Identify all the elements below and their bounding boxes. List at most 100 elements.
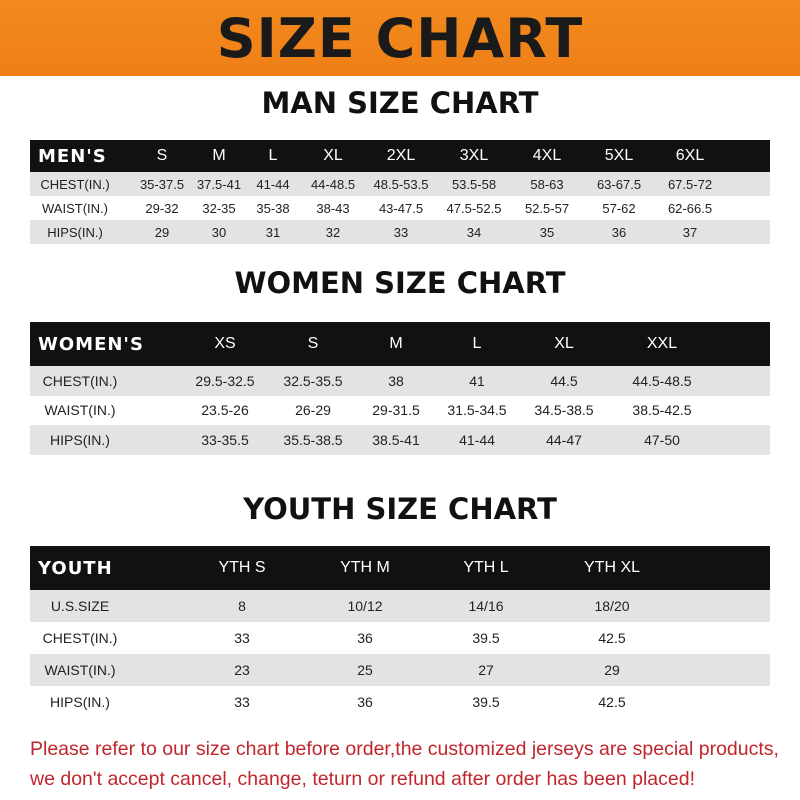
measurement-value: 44.5 (550, 372, 578, 389)
size-header: 4XL (532, 147, 562, 164)
size-header: 2XL (386, 147, 416, 164)
table-header: YOUTH YTH S YTH M YTH L YTH XL (30, 546, 770, 590)
measurement-value: 35 (539, 224, 555, 240)
size-header: YTH XL (583, 559, 641, 576)
table-row: WAIST(IN.) 23 25 27 29 (30, 654, 770, 686)
size-header: S (307, 335, 319, 352)
measurement-value: 67.5-72 (667, 176, 713, 192)
table-row: CHEST(IN.) 33 36 39.5 42.5 (30, 622, 770, 654)
measurement-label: HIPS(IN.) (50, 694, 110, 710)
measurement-value: 58-63 (530, 176, 564, 192)
measurement-value: 23 (234, 662, 250, 678)
measurement-value: 23.5-26 (201, 402, 249, 419)
measurement-value: 43-47.5 (378, 200, 424, 216)
measurement-value: 29.5-32.5 (195, 372, 255, 389)
size-header: L (268, 147, 278, 164)
measurement-value: 29-31.5 (372, 402, 420, 419)
measurement-value: 25 (357, 662, 373, 678)
measurement-value: 38.5-41 (372, 431, 420, 448)
measurement-value: 18/20 (594, 598, 630, 614)
size-header: YTH M (340, 559, 390, 576)
measurement-value: 39.5 (472, 694, 500, 710)
table-row: HIPS(IN.) 29 30 31 32 33 34 35 36 37 (30, 220, 770, 244)
table-row: WAIST(IN.) 29-32 32-35 35-38 38-43 43-47.5 47.… (30, 196, 770, 220)
measurement-value: 31 (265, 224, 281, 240)
measurement-value: 47.5-52.5 (446, 200, 502, 216)
measurement-value: 33 (393, 224, 409, 240)
table-category-label: YOUTH (38, 557, 113, 579)
disclaimer-line-1: Please refer to our size chart before or… (30, 738, 779, 760)
measurement-value: 37 (682, 224, 698, 240)
measurement-label: CHEST(IN.) (42, 630, 118, 646)
measurement-value: 34 (466, 224, 482, 240)
table-row: CHEST(IN.) 35-37.5 37.5-41 41-44 44-48.5 48.5… (30, 172, 770, 196)
size-header: XL (323, 147, 343, 164)
measurement-value: 38.5-42.5 (632, 402, 692, 419)
measurement-value: 44.5-48.5 (632, 372, 692, 389)
measurement-label: WAIST(IN.) (44, 402, 116, 419)
size-header: 3XL (459, 147, 489, 164)
measurement-value: 37.5-41 (196, 176, 242, 192)
table-row: HIPS(IN.) 33-35.5 35.5-38.5 38.5-41 41-44 44-… (30, 425, 770, 455)
measurement-value: 32 (325, 224, 341, 240)
size-header: M (389, 335, 403, 352)
measurement-label: WAIST(IN.) (42, 200, 108, 216)
table-row: U.S.SIZE 8 10/12 14/16 18/20 (30, 590, 770, 622)
measurement-value: 41 (469, 372, 485, 389)
size-header: S (156, 147, 168, 164)
table-category-label: MEN'S (38, 145, 107, 167)
table-row: WAIST(IN.) 23.5-26 26-29 29-31.5 31.5-34.5 34… (30, 395, 770, 425)
measurement-value: 29 (154, 224, 170, 240)
measurement-value: 29-32 (145, 200, 179, 216)
measurement-value: 41-44 (256, 176, 290, 192)
table-header: MEN'S S M L XL 2XL 3XL 4XL 5XL 6XL (30, 140, 770, 172)
measurement-label: CHEST(IN.) (42, 372, 118, 389)
measurement-value: 14/16 (468, 598, 504, 614)
measurement-value: 35.5-38.5 (283, 431, 343, 448)
measurement-value: 8 (238, 598, 246, 614)
measurement-value: 39.5 (472, 630, 500, 646)
measurement-value: 63-67.5 (596, 176, 642, 192)
measurement-value: 29 (604, 662, 620, 678)
measurement-label: HIPS(IN.) (47, 224, 103, 240)
table-header: WOMEN'S XS S M L XL XXL (30, 322, 770, 366)
size-header: XL (554, 335, 574, 352)
measurement-value: 33 (234, 694, 250, 710)
measurement-value: 32-35 (202, 200, 236, 216)
size-header: YTH L (463, 559, 509, 576)
measurement-value: 30 (211, 224, 227, 240)
size-header: 5XL (604, 147, 634, 164)
size-header: 6XL (675, 147, 705, 164)
measurement-label: U.S.SIZE (50, 598, 110, 614)
measurement-value: 53.5-58 (451, 176, 497, 192)
measurement-value: 38-43 (316, 200, 350, 216)
measurement-value: 44-48.5 (310, 176, 356, 192)
measurement-value: 36 (611, 224, 627, 240)
men-title: MAN SIZE CHART (261, 86, 539, 120)
size-header: YTH S (218, 559, 266, 576)
measurement-value: 42.5 (598, 630, 626, 646)
measurement-value: 33 (234, 630, 250, 646)
size-header: M (212, 147, 226, 164)
measurement-value: 36 (357, 694, 373, 710)
table-row: CHEST(IN.) 29.5-32.5 32.5-35.5 38 41 44.5 44.5… (30, 366, 770, 396)
measurement-value: 35-37.5 (139, 176, 185, 192)
measurement-value: 48.5-53.5 (373, 176, 429, 192)
measurement-value: 32.5-35.5 (283, 372, 343, 389)
table-category-label: WOMEN'S (38, 333, 144, 355)
table-row: HIPS(IN.) 33 36 39.5 42.5 (30, 686, 770, 718)
measurement-value: 47-50 (644, 431, 680, 448)
measurement-value: 44-47 (546, 431, 582, 448)
measurement-value: 38 (388, 372, 404, 389)
measurement-label: CHEST(IN.) (40, 176, 110, 192)
youth-title: YOUTH SIZE CHART (243, 492, 557, 526)
disclaimer: Please refer to our size chart before or… (30, 734, 790, 794)
measurement-value: 62-66.5 (667, 200, 713, 216)
disclaimer-line-2: we don't accept cancel, change, teturn o… (30, 768, 695, 790)
measurement-value: 10/12 (347, 598, 383, 614)
measurement-value: 33-35.5 (201, 431, 249, 448)
measurement-value: 52.5-57 (524, 200, 570, 216)
banner: SIZE CHART (0, 0, 800, 76)
measurement-label: HIPS(IN.) (50, 431, 110, 448)
measurement-value: 36 (357, 630, 373, 646)
